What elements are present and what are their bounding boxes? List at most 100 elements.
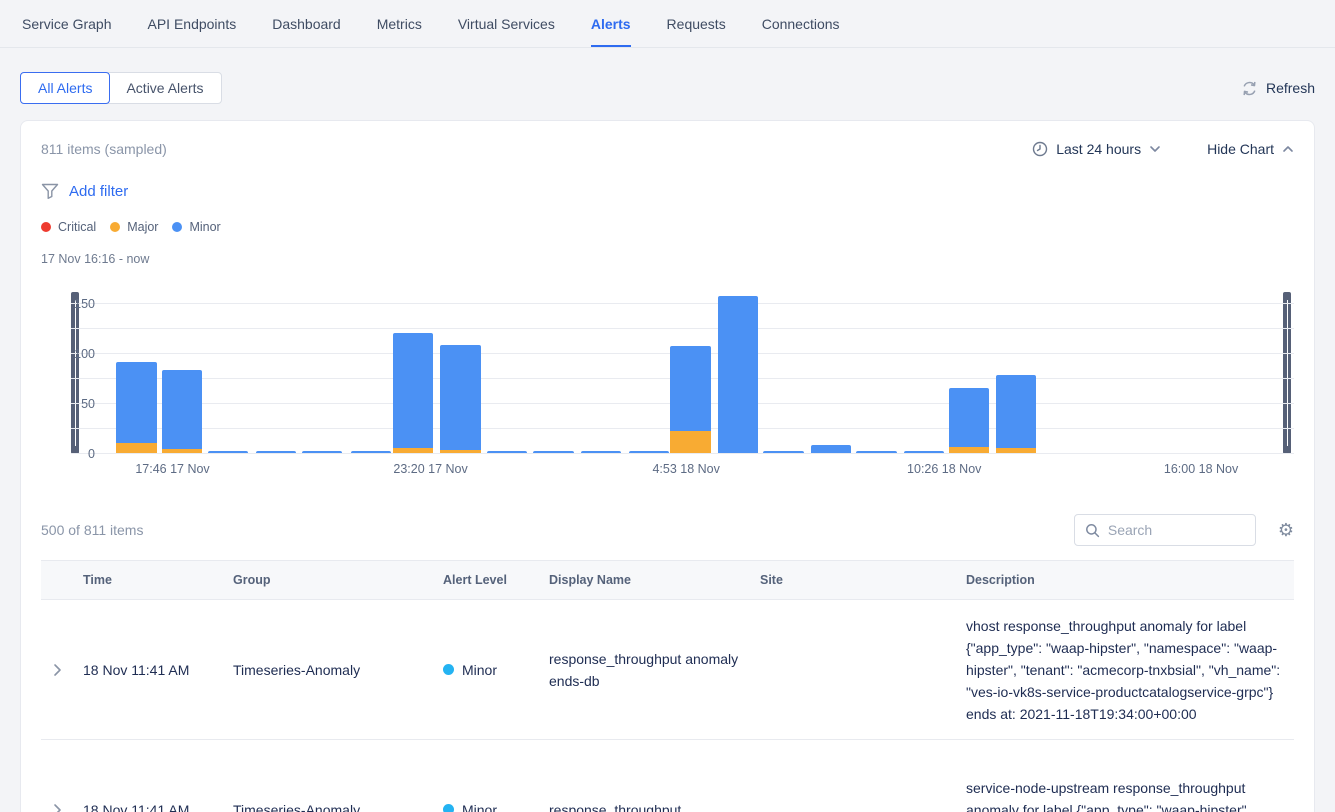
cell-time: 18 Nov 11:41 AM xyxy=(83,801,190,812)
filter-funnel-icon xyxy=(41,183,59,200)
search-box xyxy=(1073,514,1256,546)
chart-bar[interactable] xyxy=(533,451,574,453)
bar-minor-segment xyxy=(533,451,574,453)
legend-item-minor: Minor xyxy=(172,220,221,234)
clock-icon xyxy=(1032,141,1048,157)
chart-bar[interactable] xyxy=(995,375,1036,453)
alerts-filter-segment: All Alerts Active Alerts xyxy=(20,72,222,104)
legend-label: Major xyxy=(127,220,159,234)
gridline xyxy=(71,453,1294,454)
cell-description: vhost response_throughput anomaly for la… xyxy=(966,617,1281,722)
cell-alert-level: Minor xyxy=(443,662,549,678)
alerts-panel: 811 items (sampled) Last 24 hours Hide C… xyxy=(20,120,1315,812)
row-expand-button[interactable] xyxy=(41,663,83,677)
row-expand-button[interactable] xyxy=(41,803,83,812)
chart-bar[interactable] xyxy=(207,451,249,453)
chart-bar[interactable] xyxy=(670,346,711,453)
bar-major-segment xyxy=(392,448,433,453)
chart-bar[interactable] xyxy=(161,370,202,453)
time-range-selector[interactable]: Last 24 hours xyxy=(1032,141,1161,157)
brush-handle-right[interactable] xyxy=(1283,292,1291,454)
bar-minor-segment xyxy=(302,451,343,453)
x-axis-tick: 16:00 18 Nov xyxy=(1163,462,1239,476)
bar-minor-segment xyxy=(670,346,711,431)
critical-dot-icon xyxy=(41,222,51,232)
chart-bar[interactable] xyxy=(717,296,759,453)
chart-bar[interactable] xyxy=(810,445,852,453)
tab-metrics[interactable]: Metrics xyxy=(376,16,422,32)
bar-minor-segment xyxy=(486,451,528,453)
tab-dashboard[interactable]: Dashboard xyxy=(272,16,341,32)
refresh-label: Refresh xyxy=(1265,80,1315,96)
chart-bar[interactable] xyxy=(628,451,670,453)
chart-bar[interactable] xyxy=(486,451,528,453)
bar-major-segment xyxy=(161,449,202,453)
hide-chart-label: Hide Chart xyxy=(1207,141,1274,157)
table-row[interactable]: 18 Nov 11:41 AM Timeseries-Anomaly Minor re… xyxy=(41,740,1294,812)
bar-minor-segment xyxy=(717,296,759,453)
tab-requests[interactable]: Requests xyxy=(666,16,726,32)
chart-legend: Critical Major Minor xyxy=(41,220,1294,234)
chart-bar[interactable] xyxy=(903,451,945,453)
chart-bar[interactable] xyxy=(856,451,897,453)
bar-minor-segment xyxy=(351,451,392,453)
brush-handle-left[interactable] xyxy=(71,292,79,454)
bar-minor-segment xyxy=(995,375,1036,448)
refresh-button[interactable]: Refresh xyxy=(1241,80,1315,97)
alert-level-label: Minor xyxy=(462,801,498,812)
legend-label: Critical xyxy=(58,220,97,234)
search-input[interactable] xyxy=(1107,522,1245,538)
chart-bar[interactable] xyxy=(302,451,343,453)
tab-api-endpoints[interactable]: API Endpoints xyxy=(147,16,237,32)
cell-group: Timeseries-Anomaly xyxy=(233,661,361,678)
top-nav: Service Graph API Endpoints Dashboard Metri… xyxy=(0,0,1335,48)
tab-connections[interactable]: Connections xyxy=(761,16,840,32)
bar-minor-segment xyxy=(255,451,297,453)
filter-active-alerts-button[interactable]: Active Alerts xyxy=(108,72,222,104)
column-header-site: Site xyxy=(760,573,783,587)
chart-bar[interactable] xyxy=(949,388,990,453)
chevron-right-icon xyxy=(53,663,61,676)
bar-major-segment xyxy=(440,450,481,453)
column-header-display-name: Display Name xyxy=(549,573,631,587)
bar-minor-segment xyxy=(207,451,249,453)
cell-time: 18 Nov 11:41 AM xyxy=(83,661,190,678)
x-axis-tick: 17:46 17 Nov xyxy=(135,462,210,476)
bar-major-segment xyxy=(949,447,990,453)
tab-alerts[interactable]: Alerts xyxy=(590,2,631,47)
bar-minor-segment xyxy=(116,362,157,443)
chart-bar[interactable] xyxy=(392,333,433,453)
chevron-right-icon xyxy=(53,803,61,812)
bar-minor-segment xyxy=(392,333,433,448)
alerts-chart: 0 50 100 150 17:46 17 Nov 23:20 17 Nov 4:53 1… xyxy=(41,292,1294,488)
refresh-icon xyxy=(1241,80,1258,97)
column-header-description: Description xyxy=(966,573,1035,587)
hide-chart-toggle[interactable]: Hide Chart xyxy=(1207,141,1294,157)
gridline xyxy=(71,303,1294,304)
gear-icon[interactable]: ⚙ xyxy=(1277,520,1294,540)
chart-bar[interactable] xyxy=(351,451,392,453)
y-axis-tick: 50 xyxy=(81,397,95,411)
tab-virtual-services[interactable]: Virtual Services xyxy=(457,16,555,32)
gridline xyxy=(71,328,1294,329)
list-count-label: 500 of 811 items xyxy=(41,522,144,538)
table-row[interactable]: 18 Nov 11:41 AM Timeseries-Anomaly Minor re… xyxy=(41,600,1294,740)
bar-minor-segment xyxy=(810,445,852,453)
bar-minor-segment xyxy=(580,451,622,453)
chart-bar[interactable] xyxy=(440,345,481,453)
chart-bar[interactable] xyxy=(580,451,622,453)
chart-plot: 0 50 100 150 xyxy=(71,292,1294,461)
chart-bar[interactable] xyxy=(763,451,804,453)
legend-item-major: Major xyxy=(110,220,158,234)
legend-item-critical: Critical xyxy=(41,220,96,234)
column-header-alert-level: Alert Level xyxy=(443,573,507,587)
column-header-time: Time xyxy=(83,573,112,587)
chart-bar[interactable] xyxy=(255,451,297,453)
chart-bar[interactable] xyxy=(116,362,157,453)
filter-all-alerts-button[interactable]: All Alerts xyxy=(20,72,111,104)
tab-service-graph[interactable]: Service Graph xyxy=(22,16,112,32)
minor-level-dot-icon xyxy=(443,804,454,812)
y-axis-tick: 0 xyxy=(88,447,95,461)
add-filter-button[interactable]: Add filter xyxy=(41,183,1294,200)
legend-label: Minor xyxy=(189,220,221,234)
